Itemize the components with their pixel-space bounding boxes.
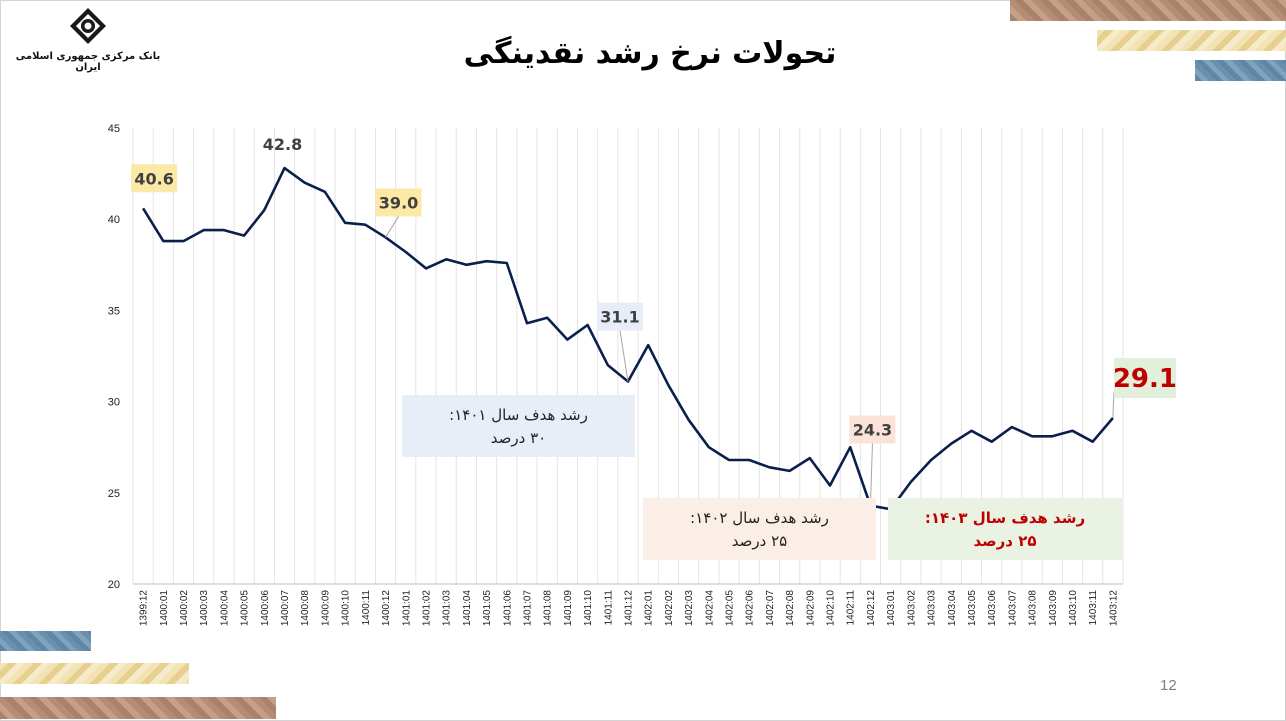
x-tick-label: 1402:12 [866, 590, 877, 627]
x-tick-label: 1402:02 [664, 590, 675, 627]
x-tick-label: 1401:10 [583, 590, 594, 627]
x-tick-label: 1401:03 [442, 590, 453, 627]
decor-band-bottom-brown [0, 697, 276, 719]
decor-band-top-blue [1195, 60, 1286, 81]
target-1402-line1: رشد هدف سال ۱۴۰۲: [690, 509, 829, 527]
y-tick-label: 20 [108, 579, 120, 591]
x-tick-label: 1402:06 [745, 590, 756, 627]
x-tick-label: 1400:10 [341, 590, 352, 627]
callout-box [1113, 358, 1176, 399]
x-tick-label: 1403:01 [886, 590, 897, 627]
x-tick-label: 1400:02 [179, 590, 190, 627]
x-tick-label: 1403:09 [1048, 590, 1059, 627]
x-tick-label: 1403:02 [906, 590, 917, 627]
x-tick-label: 1400:08 [300, 590, 311, 627]
x-tick-label: 1403:03 [927, 590, 938, 627]
y-tick-label: 35 [108, 305, 120, 317]
x-tick-label: 1402:01 [644, 590, 655, 627]
x-tick-label: 1403:04 [947, 590, 958, 627]
callout-leader [385, 216, 399, 238]
x-tick-label: 1400:06 [260, 590, 271, 627]
callout-leader [619, 330, 629, 382]
decor-band-top-gold [1097, 30, 1286, 51]
x-tick-label: 1401:08 [543, 590, 554, 627]
bank-name: بانک مرکزی جمهوری اسلامی ایران [15, 51, 161, 73]
data-label: 24.3 [853, 421, 892, 440]
data-label: 29.1 [1113, 364, 1177, 394]
x-tick-label: 1403:07 [1007, 590, 1018, 627]
data-label: 31.1 [600, 308, 639, 327]
x-tick-label: 1403:11 [1088, 590, 1099, 626]
page-title: تحولات نرخ رشد نقدینگی [463, 36, 837, 71]
x-tick-label: 1402:05 [725, 590, 736, 627]
x-tick-label: 1399:12 [139, 590, 150, 627]
data-label: 39.0 [379, 193, 418, 212]
x-axis-ticks: 1399:12 1400:01 1400:02 1400:03 1400:04 1400:… [139, 590, 1120, 627]
x-tick-label: 1402:09 [805, 590, 816, 627]
x-tick-label: 1403:08 [1028, 590, 1039, 627]
x-tick-label: 1401:04 [462, 590, 473, 627]
x-tick-label: 1403:05 [967, 590, 978, 627]
data-callouts: 40.6 42.8 39.0 31.1 24.3 29.1 [131, 135, 1177, 444]
target-1401-line1: رشد هدف سال ۱۴۰۱: [449, 406, 588, 424]
decor-band-top-brown [1010, 0, 1286, 21]
x-tick-label: 1400:04 [219, 590, 230, 627]
x-tick-label: 1402:04 [704, 590, 715, 627]
data-label: 42.8 [263, 135, 302, 154]
x-tick-label: 1403:12 [1108, 590, 1119, 627]
x-tick-label: 1401:12 [624, 590, 635, 627]
target-1403-line2: ۲۵ درصد [973, 532, 1037, 550]
x-tick-label: 1400:03 [199, 590, 210, 627]
x-tick-label: 1400:07 [280, 590, 291, 627]
callout-leaders [385, 216, 1115, 506]
target-box-1403: رشد هدف سال ۱۴۰۳: ۲۵ درصد [888, 498, 1122, 560]
x-tick-label: 1400:11 [361, 590, 372, 626]
x-tick-label: 1402:10 [826, 590, 837, 627]
x-tick-label: 1400:09 [320, 590, 331, 627]
target-1401-line2: ۳۰ درصد [490, 429, 547, 447]
x-tick-label: 1402:07 [765, 590, 776, 627]
x-tick-label: 1401:05 [482, 590, 493, 627]
decor-band-bottom-gold [0, 663, 189, 684]
x-tick-label: 1402:08 [785, 590, 796, 627]
series-line [141, 166, 1114, 511]
callout-box [375, 188, 422, 217]
x-tick-label: 1401:02 [421, 590, 432, 627]
y-tick-label: 40 [108, 214, 120, 226]
target-box-1401: رشد هدف سال ۱۴۰۱: ۳۰ درصد [402, 395, 635, 457]
callout-box [849, 415, 896, 444]
page-number: 12 [1160, 677, 1177, 694]
x-tick-label: 1401:06 [502, 590, 513, 627]
y-tick-label: 45 [108, 123, 120, 135]
x-tick-label: 1403:10 [1068, 590, 1079, 627]
data-label: 40.6 [134, 169, 173, 188]
central-bank-logo-icon [66, 6, 110, 46]
x-tick-label: 1400:12 [381, 590, 392, 627]
y-axis-ticks: 20 25 30 35 40 45 [108, 123, 120, 591]
y-tick-label: 25 [108, 488, 120, 500]
target-box-1402: رشد هدف سال ۱۴۰۲: ۲۵ درصد [643, 498, 876, 560]
target-1403-line1: رشد هدف سال ۱۴۰۳: [924, 509, 1086, 527]
callout-leader [1112, 391, 1115, 419]
x-tick-label: 1400:05 [240, 590, 251, 627]
decor-band-bottom-blue [0, 631, 91, 651]
x-tick-label: 1401:09 [563, 590, 574, 627]
x-tick-label: 1400:01 [159, 590, 170, 627]
callout-leader [869, 443, 873, 506]
x-tick-label: 1402:11 [846, 590, 857, 626]
x-tick-label: 1401:11 [603, 590, 614, 626]
target-1402-line2: ۲۵ درصد [731, 532, 788, 550]
callout-box [597, 302, 643, 331]
callout-box [131, 164, 178, 193]
x-tick-label: 1401:01 [401, 590, 412, 627]
y-tick-label: 30 [108, 397, 120, 409]
x-tick-label: 1402:03 [684, 590, 695, 627]
x-tick-label: 1401:07 [522, 590, 533, 627]
x-tick-label: 1403:06 [987, 590, 998, 627]
